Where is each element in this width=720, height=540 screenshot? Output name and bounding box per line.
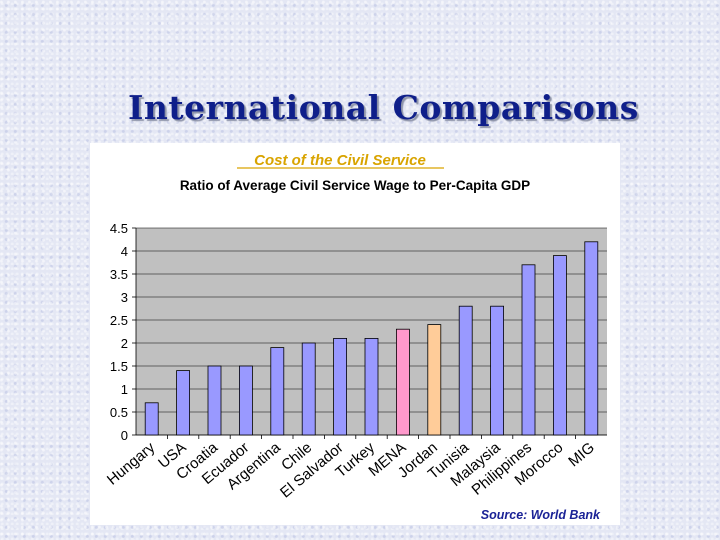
- bar-argentina: [270, 347, 285, 436]
- source-note: Source: World Bank: [481, 508, 601, 522]
- y-tick-label: 2: [121, 336, 128, 351]
- bar-philippines: [521, 264, 536, 436]
- y-tick-label: 4.5: [110, 221, 128, 236]
- bar-mig: [584, 241, 599, 436]
- chart-subtitle: Ratio of Average Civil Service Wage to P…: [180, 178, 530, 193]
- y-tick-label: 0: [121, 428, 128, 443]
- category-label: MIG: [565, 439, 598, 470]
- bar-el-salvador: [333, 337, 348, 436]
- bar-hungary: [144, 402, 159, 436]
- y-tick-label: 2.5: [110, 313, 128, 328]
- y-tick-label: 1.5: [110, 359, 128, 374]
- bar-chile: [301, 342, 316, 436]
- bar-malaysia: [490, 305, 505, 436]
- chart-panel: Cost of the Civil Service Ratio of Avera…: [90, 143, 620, 525]
- slide-title: International Comparisons: [128, 88, 639, 127]
- bar-mena: [395, 328, 410, 436]
- bar-ecuador: [238, 365, 253, 436]
- bar-tunisia: [458, 305, 473, 436]
- bar-jordan: [427, 324, 442, 436]
- bar-turkey: [364, 337, 379, 436]
- bar-morocco: [552, 255, 567, 436]
- y-tick-label: 3.5: [110, 267, 128, 282]
- category-label: Hungary: [104, 439, 159, 489]
- bar-croatia: [207, 365, 222, 436]
- bar-usa: [176, 370, 190, 436]
- y-tick-label: 0.5: [110, 405, 128, 420]
- y-tick-label: 3: [121, 290, 128, 305]
- bar-chart: Cost of the Civil Service Ratio of Avera…: [104, 152, 607, 522]
- plot-area: 00.511.522.533.544.5HungaryUSACroatiaEcu…: [104, 221, 607, 501]
- chart-title: Cost of the Civil Service: [254, 152, 426, 169]
- y-tick-label: 1: [121, 382, 128, 397]
- y-tick-label: 4: [121, 244, 128, 259]
